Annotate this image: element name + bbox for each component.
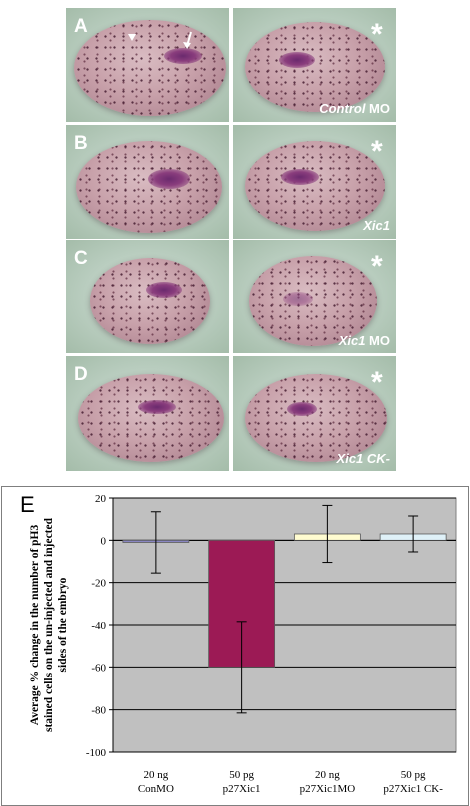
- x-tick-label: 50 pg: [229, 769, 254, 781]
- photo-panel-a-right: * Control MO: [233, 8, 396, 122]
- stained-stripe: [279, 52, 315, 68]
- x-tick-label: p27Xic1: [223, 783, 261, 795]
- photo-panel-b-right: * Xic1: [233, 125, 396, 239]
- panel-letter-e: E: [20, 492, 35, 517]
- stained-stripe: [287, 402, 317, 416]
- injected-side-star: *: [371, 250, 383, 283]
- x-tick-label: 20 ng: [315, 769, 340, 781]
- y-tick-label: -80: [91, 705, 106, 717]
- panel-letter: B: [74, 133, 88, 154]
- condition-label: Xic1 CK-: [336, 451, 390, 466]
- panel-letter: A: [74, 16, 88, 37]
- arrowhead-icon: [128, 34, 136, 41]
- x-tick-label: 50 pg: [401, 769, 426, 781]
- y-tick-label: -100: [86, 747, 107, 759]
- stained-stripe: [148, 169, 190, 189]
- photo-panel-d-left: D: [66, 356, 229, 471]
- bar-chart: 20 0 -20 -40 -60 -80 -100 20 ng ConMO 50 pg p27Xi…: [29, 493, 457, 795]
- stained-stripe: [164, 48, 202, 64]
- y-axis-label: sides of the embryo: [57, 577, 69, 672]
- embryo: [249, 256, 377, 346]
- stained-stripe: [283, 292, 313, 306]
- y-axis-label: stained cells on the un-injected and inj…: [43, 517, 55, 732]
- y-tick-label: -20: [91, 578, 106, 590]
- y-tick-label: -40: [91, 620, 106, 632]
- photo-panel-d-right: * Xic1 CK-: [233, 356, 396, 471]
- embryo: [245, 374, 387, 462]
- photo-panel-c-left: C: [66, 240, 229, 353]
- y-tick-label: -60: [91, 662, 106, 674]
- stained-stripe: [146, 282, 182, 298]
- photo-panel-b-left: B: [66, 125, 229, 239]
- arrow-icon: [183, 31, 192, 49]
- y-tick-label: 0: [101, 535, 107, 547]
- condition-label: Xic1 MO: [338, 333, 390, 348]
- photo-panel-c-right: * Xic1 MO: [233, 240, 396, 353]
- embryo: [76, 141, 222, 233]
- x-tick-label: ConMO: [138, 783, 174, 795]
- embryo: [245, 22, 385, 112]
- photo-panel-a-left: A: [66, 8, 229, 122]
- stained-stripe: [138, 400, 176, 414]
- x-tick-label: 20 ng: [144, 769, 169, 781]
- condition-label: Xic1: [363, 218, 390, 233]
- condition-label: Control MO: [319, 101, 390, 116]
- y-axis-label: Average % change in the number of pH3: [29, 525, 41, 726]
- panel-letter: C: [74, 248, 88, 269]
- injected-side-star: *: [371, 366, 383, 399]
- panel-letter: D: [74, 364, 88, 385]
- stained-stripe: [281, 169, 319, 185]
- embryo: [90, 258, 210, 344]
- embryo: [74, 20, 226, 116]
- embryo: [78, 374, 224, 462]
- x-tick-label: p27Xic1 CK-: [383, 783, 443, 795]
- y-tick-label: 20: [95, 493, 107, 505]
- x-tick-label: p27Xic1MO: [300, 783, 356, 795]
- injected-side-star: *: [371, 135, 383, 168]
- embryo: [245, 141, 385, 231]
- injected-side-star: *: [371, 18, 383, 51]
